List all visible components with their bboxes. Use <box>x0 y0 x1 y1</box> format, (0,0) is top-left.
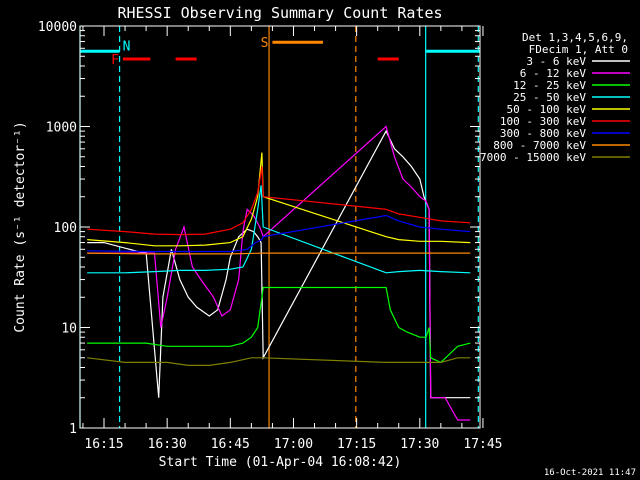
series-line-100-to-300kev <box>87 166 471 236</box>
series-line-7000-to-15000kev <box>87 357 471 366</box>
x-tick-label: 16:30 <box>148 437 187 452</box>
legend-header-line2: FDecim 1, Att 0 <box>529 43 628 56</box>
legend: Det 1,3,4,5,6,9, FDecim 1, Att 0 3 - 6 k… <box>480 31 630 164</box>
flag-label-n: N <box>123 39 131 54</box>
x-axis-label: Start Time (01-Apr-04 16:08:42) <box>159 455 402 470</box>
date-stamp: 16-Oct-2021 11:47 <box>544 468 636 478</box>
flag-label-f: F <box>111 53 119 68</box>
legend-entry-label: 12 - 25 keV <box>513 79 586 92</box>
y-tick-label: 1000 <box>46 121 77 136</box>
x-tick-label: 17:15 <box>337 437 376 452</box>
legend-entry-label: 6 - 12 keV <box>520 67 587 80</box>
legend-entry-label: 25 - 50 keV <box>513 91 586 104</box>
legend-header-line1: Det 1,3,4,5,6,9, <box>522 31 628 44</box>
legend-entry-label: 3 - 6 keV <box>526 55 586 68</box>
y-axis-label: Count Rate (s⁻¹ detector⁻¹) <box>13 121 28 332</box>
y-tick-label: 10 <box>61 322 77 337</box>
series-line-800-to-7000kev <box>87 252 471 255</box>
legend-entry-label: 300 - 800 keV <box>500 127 586 140</box>
series-line-25-to-50kev <box>87 185 471 274</box>
x-tick-label: 16:15 <box>84 437 123 452</box>
y-axis: 1 10 100 1000 10000 <box>38 20 480 437</box>
legend-entry-label: 800 - 7000 keV <box>493 139 586 152</box>
x-axis: 16:15 16:30 16:45 17:00 17:15 17:30 17:45 <box>82 26 503 452</box>
y-tick-label: 100 <box>54 221 77 236</box>
y-tick-label: 10000 <box>38 20 77 35</box>
x-tick-label: 17:30 <box>400 437 439 452</box>
series-line-50-to-100kev <box>87 152 471 247</box>
series-line-3-to-6kev <box>87 129 471 399</box>
series-line-6-to-12kev <box>87 125 471 421</box>
legend-entry-label: 50 - 100 keV <box>507 103 587 116</box>
x-tick-label: 16:45 <box>211 437 250 452</box>
y-tick-label: 1 <box>69 422 77 437</box>
x-tick-label: 17:45 <box>463 437 502 452</box>
series-line-300-to-800kev <box>87 214 471 253</box>
flag-bars: NF S <box>80 36 480 68</box>
legend-entry-label: 100 - 300 keV <box>500 115 586 128</box>
series-lines <box>87 125 471 421</box>
series-line-12-to-25kev <box>87 286 471 364</box>
chart-title: RHESSI Observing Summary Count Rates <box>117 4 442 22</box>
legend-entry-label: 7000 - 15000 keV <box>480 151 586 164</box>
x-tick-label: 17:00 <box>274 437 313 452</box>
flag-label-s: S <box>261 36 269 51</box>
